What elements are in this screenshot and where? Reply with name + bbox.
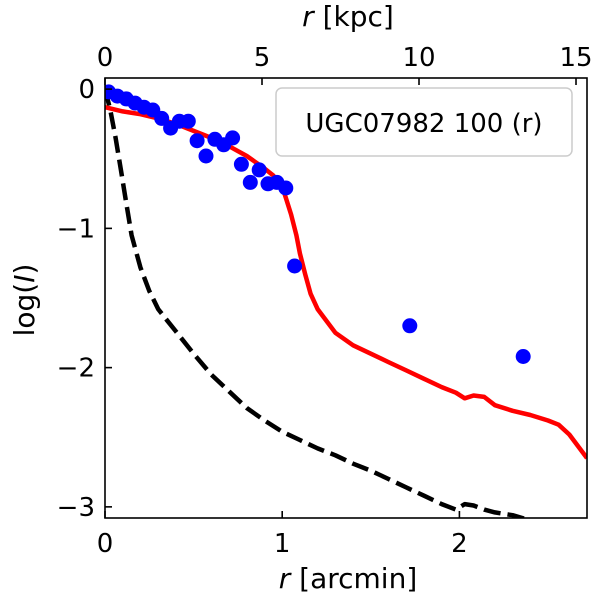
- data-point: [242, 174, 258, 190]
- data-point: [233, 156, 249, 172]
- plot-content: [105, 84, 587, 518]
- y-tick-label: 0: [78, 75, 95, 105]
- psf-dashed-line: [105, 88, 528, 518]
- y-tick-label: −1: [57, 214, 95, 244]
- data-point: [287, 258, 303, 274]
- x-tick-label-bottom: 0: [97, 529, 114, 559]
- legend-label: UGC07982 100 (r): [305, 109, 542, 139]
- x-tick-label-top: 0: [97, 43, 114, 73]
- y-tick-label: −3: [57, 493, 95, 523]
- data-point: [251, 162, 267, 178]
- data-point: [180, 113, 196, 129]
- x-tick-label-bottom: 2: [451, 529, 468, 559]
- data-point: [189, 133, 205, 149]
- data-point: [154, 110, 170, 126]
- axis-ticks: 0 1 2 0 5 10 15 0 −1 −2 −3: [57, 43, 593, 559]
- data-points: [105, 84, 531, 364]
- legend: UGC07982 100 (r): [275, 87, 573, 157]
- x-tick-label-bottom: 1: [274, 529, 291, 559]
- data-point: [402, 318, 418, 334]
- y-tick-label: −2: [57, 354, 95, 384]
- x-tick-label-top: 10: [402, 43, 435, 73]
- x-tick-label-top: 15: [559, 43, 592, 73]
- plot-frame: [104, 77, 588, 519]
- y-axis-label: log(I): [8, 264, 41, 337]
- x-axis-label-bottom: r [arcmin]: [279, 562, 418, 595]
- data-point: [278, 180, 294, 196]
- x-tick-label-top: 5: [254, 43, 271, 73]
- data-point: [198, 148, 214, 164]
- data-point: [515, 349, 531, 364]
- data-point: [225, 130, 241, 146]
- legend-box: [275, 87, 573, 157]
- x-axis-label-top: r [kpc]: [302, 0, 394, 33]
